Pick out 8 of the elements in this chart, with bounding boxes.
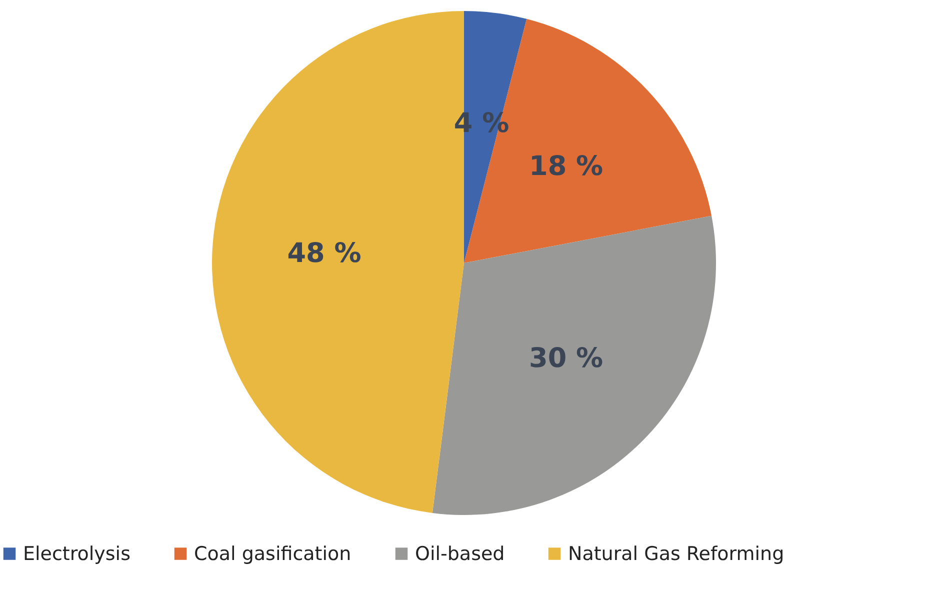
pie-slice — [432, 216, 716, 515]
legend-label: Coal gasification — [194, 542, 352, 565]
legend-label: Natural Gas Reforming — [568, 542, 784, 565]
data-label: 30 % — [529, 342, 604, 374]
legend-label: Oil-based — [415, 542, 505, 565]
legend-label: Electrolysis — [23, 542, 130, 565]
data-label: 48 % — [287, 238, 362, 270]
data-label: 18 % — [529, 151, 604, 182]
